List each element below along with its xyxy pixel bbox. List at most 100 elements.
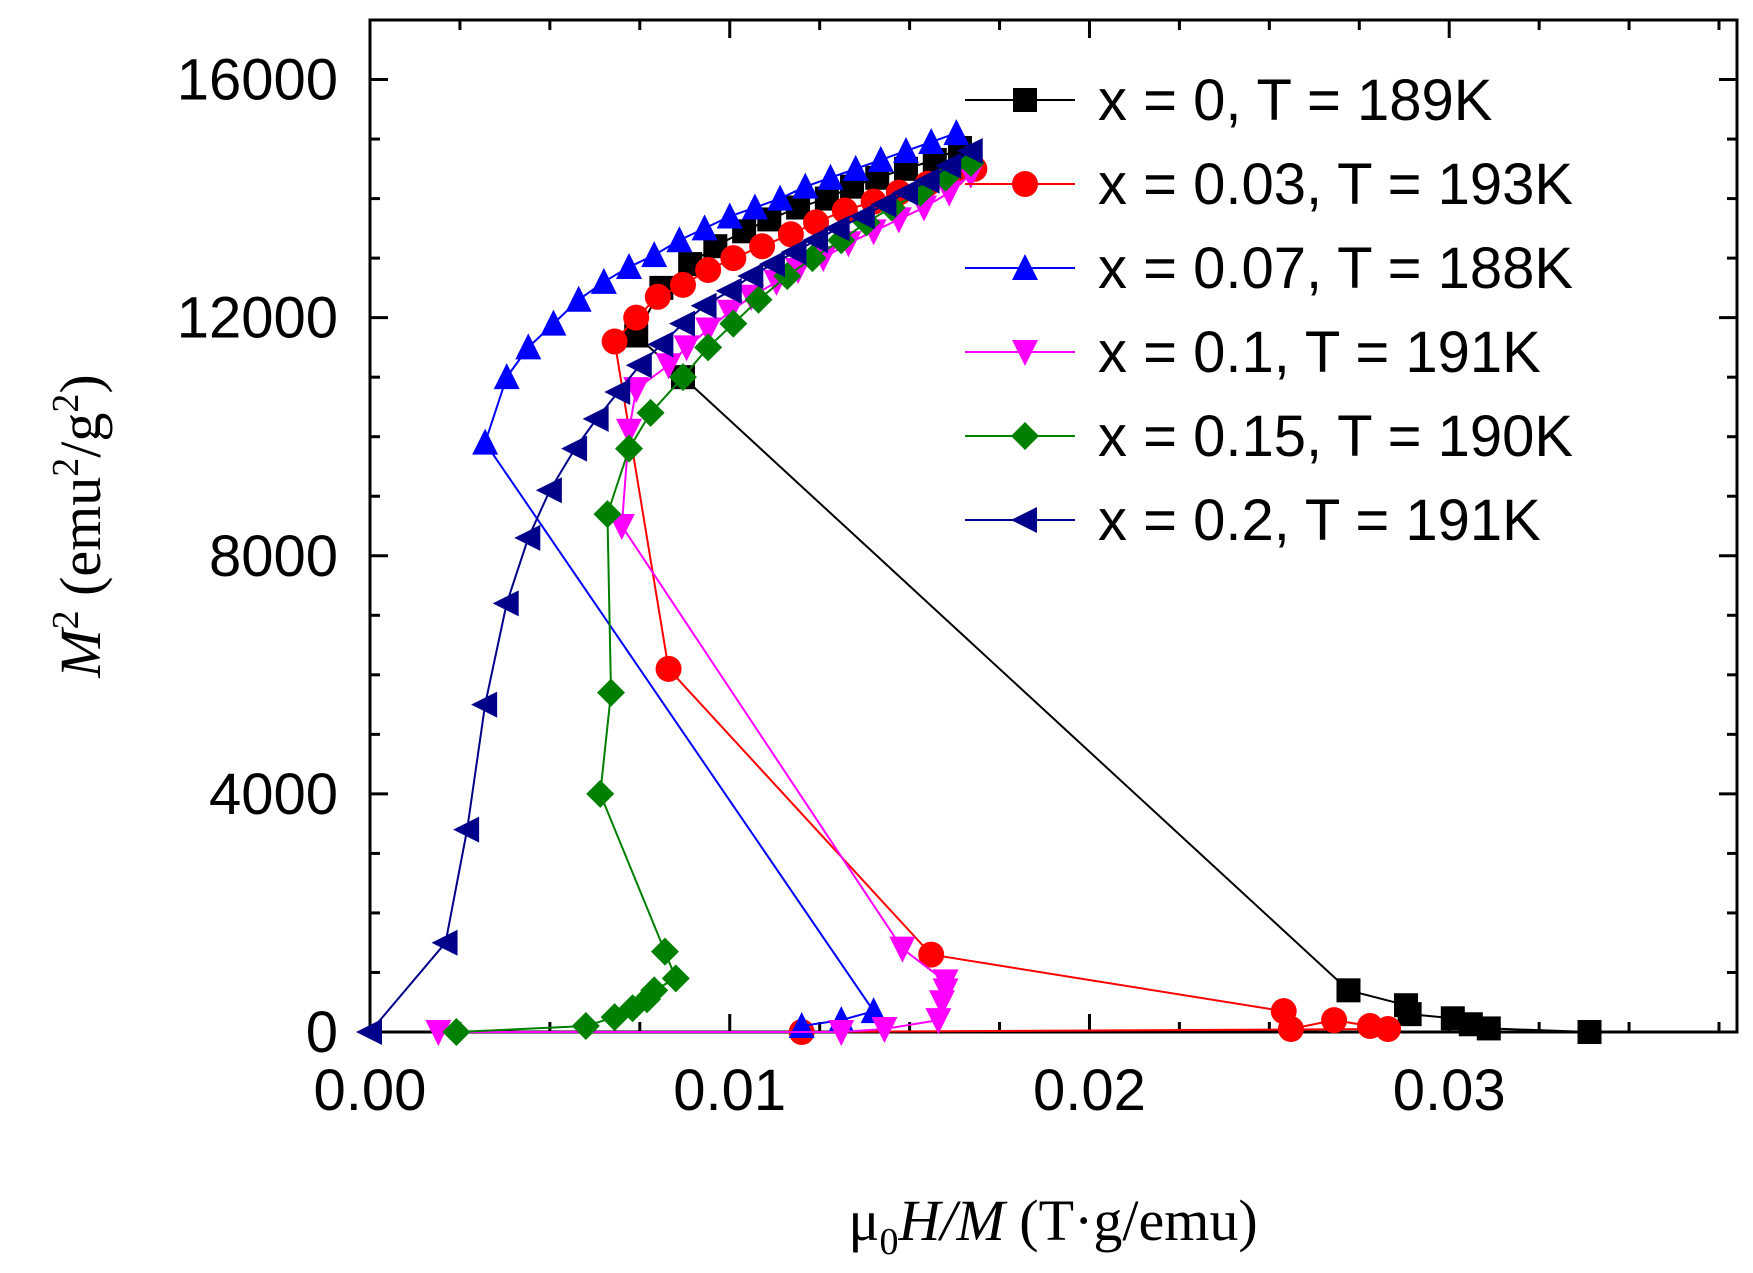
data-point bbox=[623, 304, 650, 331]
data-point bbox=[694, 333, 723, 362]
data-point bbox=[565, 285, 592, 312]
data-point bbox=[586, 779, 615, 808]
data-point bbox=[870, 191, 897, 218]
y-axis-title: M2 (emu2/g2) bbox=[45, 374, 113, 678]
data-point bbox=[647, 331, 674, 358]
data-point bbox=[356, 1019, 382, 1045]
data-point bbox=[716, 202, 743, 229]
data-point bbox=[932, 969, 959, 996]
data-point bbox=[425, 1020, 452, 1046]
data-point bbox=[749, 233, 776, 260]
data-point bbox=[514, 524, 541, 551]
y-tick-label: 12000 bbox=[177, 286, 338, 351]
legend-label: x = 0.15, T = 190K bbox=[1098, 404, 1573, 469]
data-point bbox=[471, 691, 498, 718]
data-point bbox=[644, 283, 671, 310]
tick-marks bbox=[368, 18, 1737, 1034]
data-point bbox=[943, 119, 970, 146]
data-point bbox=[695, 257, 722, 284]
legend-label: x = 0, T = 189K bbox=[1098, 68, 1493, 133]
data-point bbox=[442, 1018, 471, 1046]
legend-item: x = 0.2, T = 191K bbox=[965, 488, 1541, 553]
data-point bbox=[431, 929, 458, 956]
x-tick-label: 0.00 bbox=[314, 1058, 427, 1123]
legend-marker bbox=[1012, 171, 1038, 197]
data-point bbox=[892, 179, 919, 206]
data-point bbox=[650, 937, 679, 966]
legend: x = 0, T = 189K x = 0.03, T = 193K x = 0.0… bbox=[965, 68, 1573, 553]
data-point bbox=[593, 500, 622, 529]
data-point bbox=[690, 292, 717, 319]
data-point bbox=[935, 152, 962, 179]
legend-item: x = 0.03, T = 193K bbox=[965, 152, 1573, 217]
y-tick-label: 0 bbox=[306, 1000, 338, 1065]
data-point bbox=[867, 145, 894, 172]
data-point bbox=[673, 335, 700, 362]
data-point bbox=[792, 172, 819, 199]
y-tick-label: 16000 bbox=[177, 48, 338, 113]
data-point bbox=[640, 976, 669, 1005]
legend-label: x = 0.07, T = 188K bbox=[1098, 236, 1573, 301]
data-point bbox=[571, 1012, 600, 1041]
data-point bbox=[616, 418, 643, 445]
data-point bbox=[669, 271, 696, 298]
data-point bbox=[561, 435, 588, 462]
data-point bbox=[1394, 993, 1419, 1018]
data-point bbox=[535, 477, 562, 504]
series-3 bbox=[472, 119, 970, 1039]
legend-item: x = 0.07, T = 188K bbox=[965, 236, 1573, 301]
data-point bbox=[1336, 978, 1361, 1003]
data-point bbox=[695, 317, 722, 344]
legend-item: x = 0.15, T = 190K bbox=[965, 404, 1573, 469]
data-point bbox=[492, 590, 519, 617]
x-axis-title: μ0H/M (T·g/emu) bbox=[848, 1188, 1257, 1263]
legend-marker bbox=[1013, 88, 1037, 112]
legend-marker bbox=[1011, 422, 1039, 450]
legend-marker bbox=[1012, 254, 1038, 280]
y-tick-label: 8000 bbox=[209, 524, 338, 589]
data-point bbox=[636, 398, 665, 427]
data-point bbox=[871, 1017, 898, 1044]
legend-item: x = 0.1, T = 191K bbox=[965, 320, 1541, 385]
data-point bbox=[715, 277, 742, 304]
data-point bbox=[737, 262, 764, 289]
data-point bbox=[956, 137, 983, 164]
data-point bbox=[918, 941, 945, 968]
data-point bbox=[860, 997, 887, 1024]
series-6 bbox=[356, 137, 983, 1045]
data-point bbox=[925, 1008, 952, 1035]
series-5 bbox=[442, 148, 985, 1046]
data-point bbox=[1321, 1007, 1348, 1034]
data-point bbox=[842, 154, 869, 181]
data-point bbox=[802, 227, 829, 254]
tick-labels: 0.00 0.01 0.02 0.03 0 4000 8000 12000 16000 bbox=[177, 48, 1506, 1123]
data-point bbox=[590, 267, 617, 294]
series-layer bbox=[356, 119, 1602, 1046]
data-point bbox=[767, 184, 794, 211]
legend-label: x = 0.2, T = 191K bbox=[1098, 488, 1541, 553]
data-point bbox=[758, 251, 785, 278]
data-point bbox=[741, 193, 768, 220]
data-point bbox=[608, 514, 635, 540]
data-point bbox=[655, 353, 682, 380]
x-tick-label: 0.03 bbox=[1393, 1058, 1506, 1123]
data-point bbox=[515, 333, 542, 360]
data-point bbox=[716, 299, 743, 326]
x-tick-label: 0.02 bbox=[1033, 1058, 1146, 1123]
data-point bbox=[625, 352, 652, 379]
data-point bbox=[601, 328, 628, 355]
data-point bbox=[616, 253, 643, 280]
data-point bbox=[1577, 1020, 1602, 1044]
data-point bbox=[803, 209, 830, 236]
data-point bbox=[540, 309, 567, 336]
data-point bbox=[691, 214, 718, 241]
data-point bbox=[893, 136, 920, 163]
data-point bbox=[848, 203, 875, 230]
y-tick-label: 4000 bbox=[209, 762, 338, 827]
data-point bbox=[668, 310, 695, 337]
data-point bbox=[889, 936, 916, 963]
data-point bbox=[666, 226, 693, 253]
data-point bbox=[817, 163, 844, 190]
data-point bbox=[918, 128, 945, 155]
